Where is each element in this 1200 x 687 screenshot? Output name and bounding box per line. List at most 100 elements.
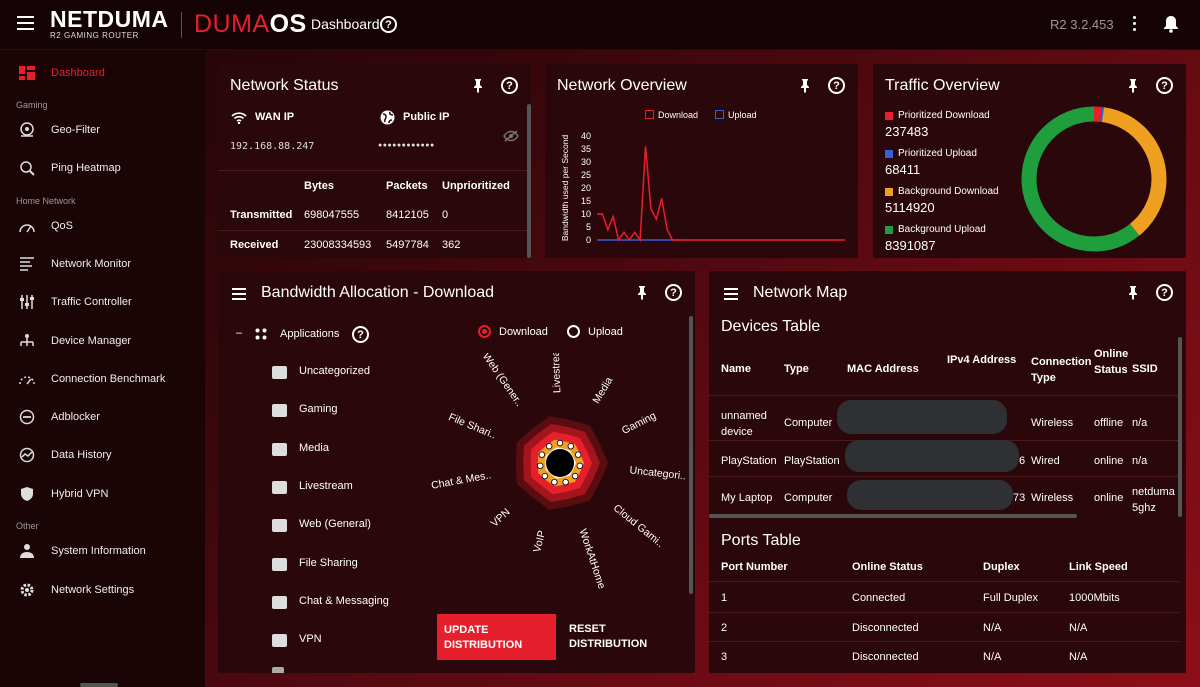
brand-subtitle: R2 GAMING ROUTER [50,31,139,40]
wheel-label: Gaming [620,410,658,437]
device-manager-icon [20,334,34,346]
device-type: PlayStation [784,455,840,467]
dashboard-icon [19,66,35,80]
collapse-icon[interactable]: – [236,327,243,339]
help-icon[interactable]: ? [352,326,369,343]
sidebar-item-system-information[interactable]: System Information [0,536,205,566]
help-icon[interactable]: ? [828,77,845,94]
port-status: Connected [852,592,906,604]
card-scrollbar[interactable] [1178,337,1182,517]
help-icon[interactable]: ? [501,77,518,94]
wheel-handle[interactable] [537,462,544,470]
wheel-handle[interactable] [562,478,569,486]
legend-swatch-upload [715,110,724,119]
pin-icon[interactable] [799,78,811,93]
device-ip-tail: 6 [1019,455,1026,467]
card-scrollbar[interactable] [527,104,531,258]
radio-download[interactable] [478,325,491,338]
qos-icon [19,224,35,233]
help-icon[interactable]: ? [1156,284,1173,301]
received-packets: 5497784 [386,239,429,251]
col-mac: MAC Address [847,363,919,375]
reset-distribution-button[interactable]: RESET DISTRIBUTION [569,623,648,650]
card-scrollbar[interactable] [689,316,693,594]
list-icon[interactable] [232,288,246,300]
wheel-handle[interactable] [567,442,575,450]
legend-upload-label: Upload [728,110,757,120]
card-title: Traffic Overview [885,77,1000,94]
legend-download[interactable]: Download [645,110,698,120]
y-tick-label: 30 [581,157,591,167]
wheel-label: Chat & Mes.. [430,469,492,492]
table-h-scrollbar[interactable] [709,514,1077,518]
col-port-status: Online Status [852,561,923,573]
sidebar-item-data-history[interactable]: Data History [0,440,205,470]
visibility-off-icon[interactable] [503,130,519,142]
wheel-handle[interactable] [551,478,558,486]
top-bar: NETDUMA R2 GAMING ROUTER DUMAOS Dashboar… [0,0,1200,50]
sidebar-item-qos[interactable]: QoS [0,211,205,241]
wheel-handle[interactable] [576,462,583,470]
netduma-logo: NETDUMA R2 GAMING ROUTER [50,7,169,40]
list-fade [272,667,284,673]
sidebar-item-label: Ping Heatmap [51,162,121,174]
legend-swatch [885,150,893,158]
wheel-label: Livestream [550,353,564,393]
camera-icon [272,480,287,494]
sidebar-item-network-settings[interactable]: Network Settings [0,575,205,605]
card-title: Bandwidth Allocation - Download [261,284,495,301]
pin-icon[interactable] [1127,285,1139,300]
radio-upload[interactable] [567,325,580,338]
sidebar-item-label: QoS [51,220,74,232]
sidebar-scrollbar[interactable] [80,683,118,687]
col-ipv4: IPv4 Address [947,354,1017,366]
sidebar-item-hybrid-vpn[interactable]: Hybrid VPN [0,479,205,509]
legend-label: Background Download [898,186,999,197]
pin-icon[interactable] [1127,78,1139,93]
y-tick-label: 5 [586,222,591,232]
legend-label: Prioritized Download [898,110,990,121]
update-distribution-button[interactable]: UPDATE DISTRIBUTION [437,614,556,660]
sidebar-item-connection-benchmark[interactable]: Connection Benchmark [0,364,205,394]
help-icon[interactable]: ? [1156,77,1173,94]
firmware-version: R2 3.2.453 [1050,17,1114,32]
port-status: Disconnected [852,622,919,634]
apps-icon [255,328,267,340]
folder-download-icon [272,557,287,571]
wan-ip-value: 192.168.88.247 [230,141,315,152]
sidebar-item-adblocker[interactable]: Adblocker [0,402,205,432]
card-title: Network Status [230,77,339,94]
device-status: online [1094,492,1124,504]
more-vert-icon[interactable] [1133,16,1137,34]
row-divider [709,395,1179,396]
device-name: My Laptop [721,492,773,504]
legend-label: Background Upload [898,224,986,235]
pin-icon[interactable] [636,285,648,300]
wheel-label: VoIP [531,529,548,553]
sidebar-item-dashboard[interactable]: Dashboard [0,58,205,88]
menu-icon[interactable] [17,16,34,30]
sidebar-item-traffic-controller[interactable]: Traffic Controller [0,287,205,317]
wheel-handle[interactable] [538,451,546,458]
row-divider [709,581,1179,582]
ports-table-title: Ports Table [721,532,801,549]
sidebar-item-device-manager[interactable]: Device Manager [0,326,205,356]
y-axis-label: Bandwidth used per Second [560,135,570,242]
wheel-handle[interactable] [545,442,553,450]
wheel-handle[interactable] [571,472,579,480]
sidebar-item-geofilter[interactable]: Geo-Filter [0,115,205,145]
wheel-handle[interactable] [541,472,549,480]
bell-icon[interactable] [1163,15,1179,33]
col-packets: Packets [386,180,428,192]
list-icon[interactable] [724,288,738,300]
wheel-handle[interactable] [556,439,564,447]
help-icon[interactable]: ? [380,16,397,33]
legend-upload[interactable]: Upload [715,110,757,120]
transmitted-label: Transmitted [230,209,293,221]
help-icon[interactable]: ? [665,284,682,301]
sidebar-item-network-monitor[interactable]: Network Monitor [0,249,205,279]
wheel-handle[interactable] [574,451,582,458]
sidebar-item-ping-heatmap[interactable]: Ping Heatmap [0,153,205,183]
pin-icon[interactable] [472,78,484,93]
